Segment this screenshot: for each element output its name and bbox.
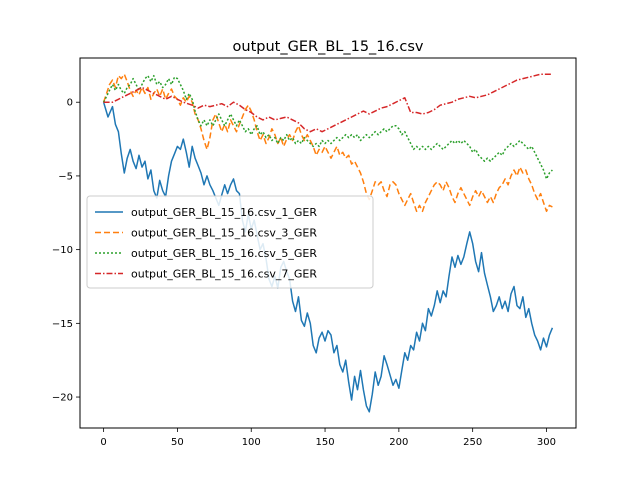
y-tick-label: −10 [52,245,73,256]
series-line-2 [102,73,553,213]
legend-label-3: output_GER_BL_15_16.csv_5_GER [131,247,317,260]
x-tick-label: 250 [463,437,482,448]
x-tick-label: 200 [389,437,408,448]
y-tick-label: −20 [52,393,73,404]
series-line-4 [103,73,553,133]
legend-label-4: output_GER_BL_15_16.csv_7_GER [131,268,317,281]
x-tick-label: 300 [537,437,556,448]
series-line-1 [102,101,554,413]
legend: output_GER_BL_15_16.csv_1_GER output_GER_… [86,195,374,289]
y-tick-label: −5 [58,171,73,182]
series-line-3 [102,74,553,180]
axes-layer: 0 50 100 150 200 250 300 −20 −15 −10 −5 0 [52,98,556,448]
series-layer [102,73,554,413]
x-tick-label: 150 [316,437,335,448]
x-tick-label: 0 [100,437,106,448]
legend-label-2: output_GER_BL_15_16.csv_3_GER [131,227,317,240]
x-tick-label: 50 [171,437,184,448]
x-tick-label: 100 [242,437,261,448]
legend-box [86,195,374,289]
legend-label-1: output_GER_BL_15_16.csv_1_GER [131,206,317,219]
plot-frame [79,57,577,429]
chart-title: output_GER_BL_15_16.csv [233,39,424,55]
y-tick-label: 0 [67,98,73,109]
y-tick-label: −15 [52,319,73,330]
